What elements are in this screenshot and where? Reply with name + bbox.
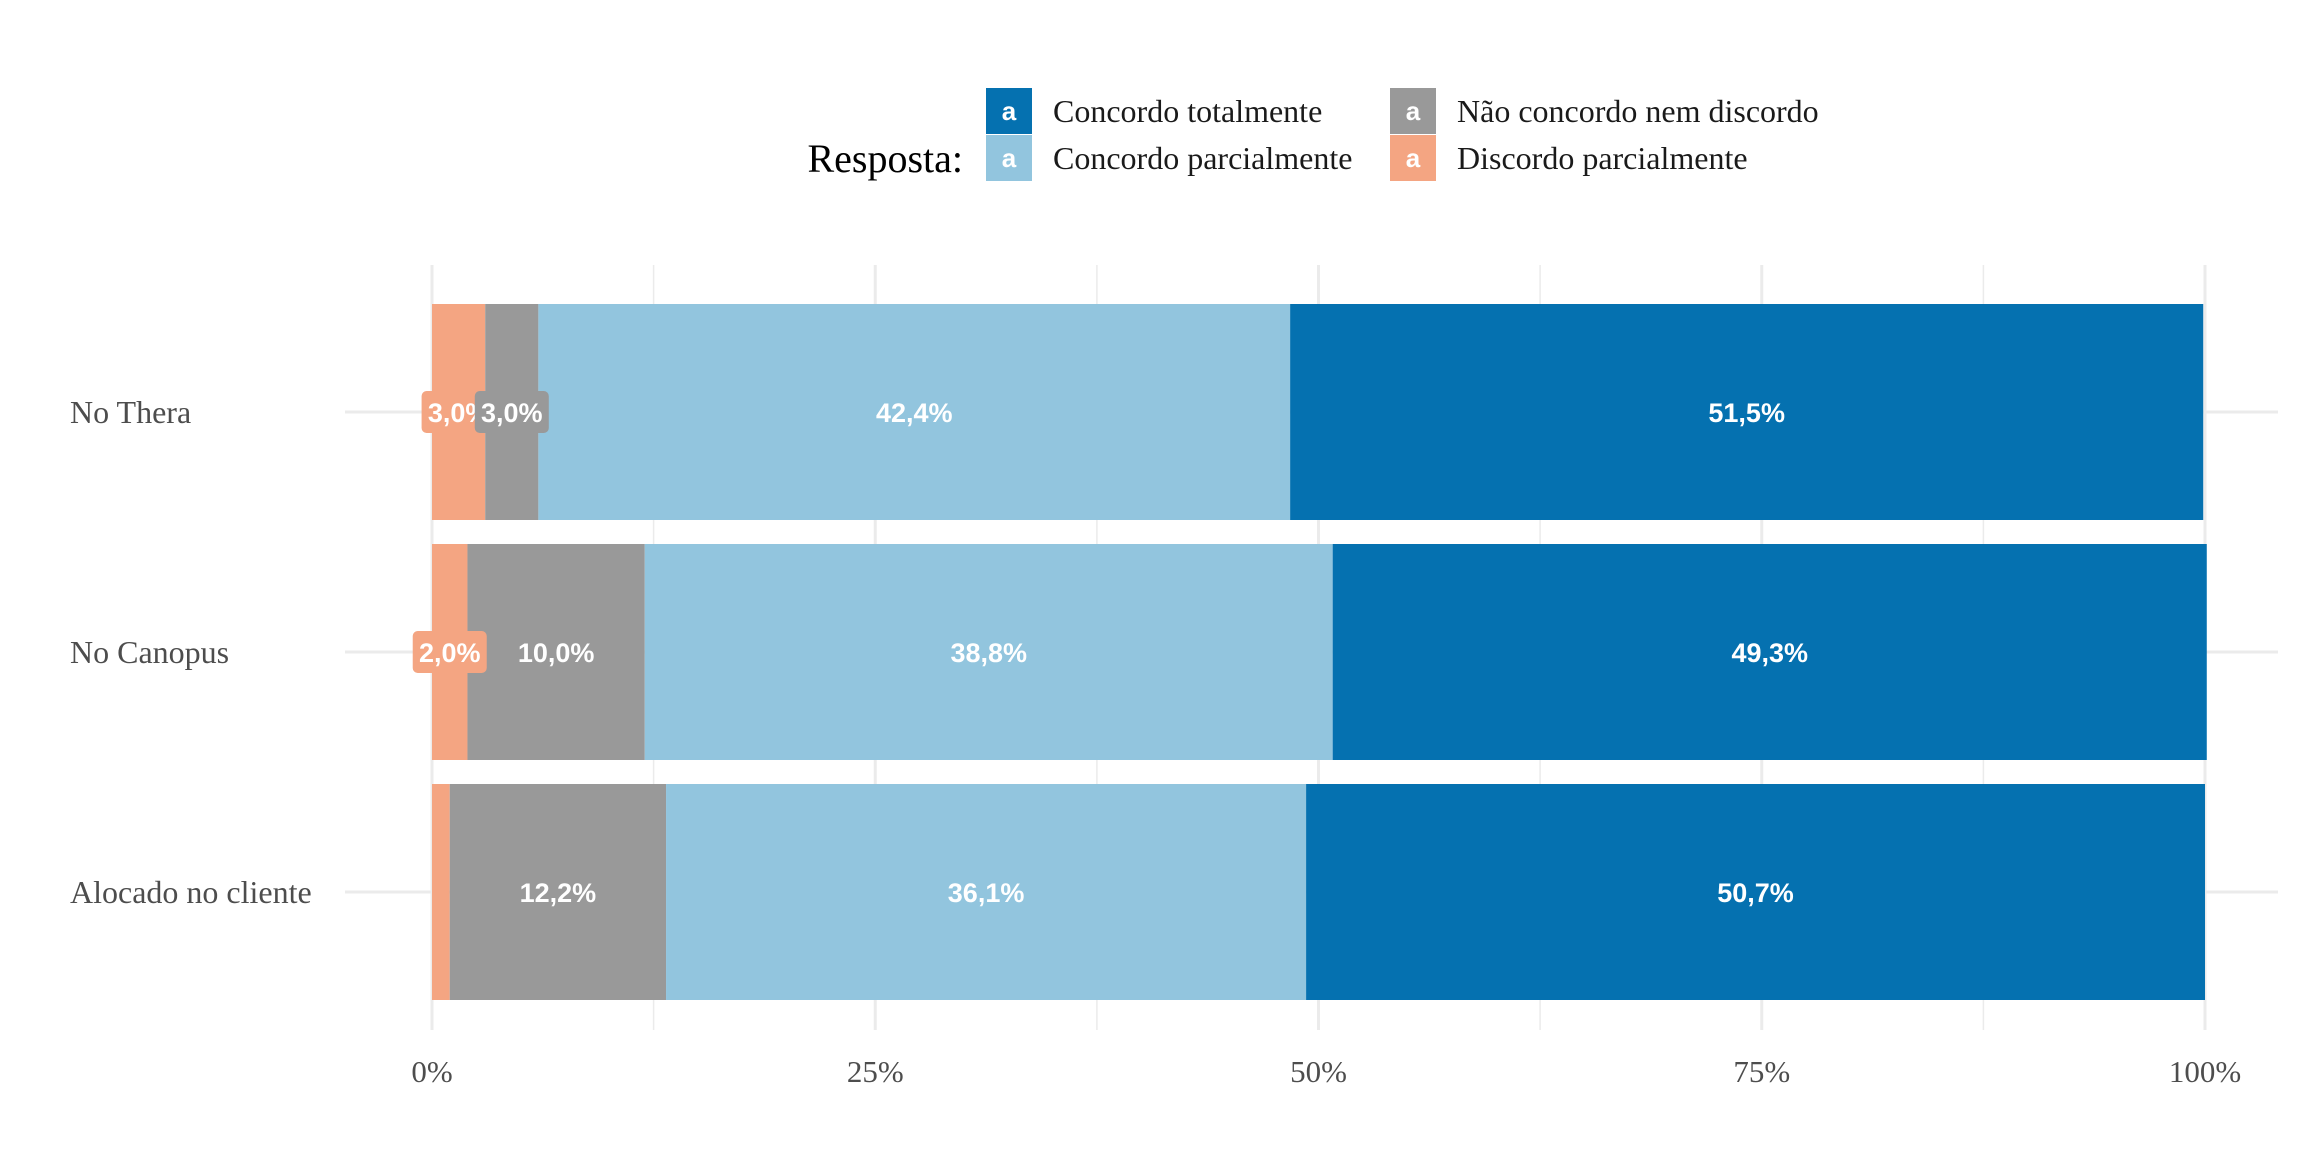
bar-label-box — [412, 631, 487, 673]
bar-segment — [538, 304, 1291, 520]
bar-label: 50,7% — [1717, 878, 1794, 908]
bar-label-box — [474, 391, 549, 433]
bar-segment — [432, 784, 450, 1000]
bar-labels: 3,0%3,0% 42,4% 51,5%2,0% 10,0% 38,8% 49,3%12,… — [412, 391, 1808, 908]
bar-label: 10,0% — [518, 638, 595, 668]
bar-segment — [1332, 544, 2207, 760]
bar-segment — [644, 544, 1333, 760]
bar-segment — [449, 784, 667, 1000]
bar-segment — [467, 544, 645, 760]
y-tick-label: No Thera — [70, 394, 191, 430]
legend-key — [986, 135, 1032, 181]
bar-label: 49,3% — [1731, 638, 1808, 668]
bar-label: 2,0% — [419, 638, 481, 668]
legend-key-letter: a — [1002, 96, 1017, 126]
bar-label: 12,2% — [520, 878, 597, 908]
bar-label: 42,4% — [876, 398, 953, 428]
x-tick-label: 0% — [411, 1054, 452, 1089]
bar-segment — [666, 784, 1307, 1000]
x-tick-label: 100% — [2169, 1054, 2241, 1089]
bar-segment — [1306, 784, 2205, 1000]
y-tick-label: No Canopus — [70, 634, 229, 670]
legend: Resposta: a Concordo totalmente a Concordo … — [807, 88, 1819, 181]
bar-label: 38,8% — [950, 638, 1027, 668]
legend-entry: Discordo parcialmente — [1457, 140, 1748, 176]
legend-entry: Não concordo nem discordo — [1457, 93, 1819, 129]
bar-segment — [1290, 304, 2204, 520]
bars — [432, 304, 2207, 1000]
bar-label: 36,1% — [948, 878, 1025, 908]
legend-title: Resposta: — [807, 136, 963, 181]
x-tick-label: 75% — [1733, 1054, 1790, 1089]
legend-key — [1390, 135, 1436, 181]
bar-label: 3,0% — [481, 398, 543, 428]
legend-key-letter: a — [1406, 96, 1421, 126]
legend-entry: Concordo totalmente — [1053, 93, 1322, 129]
x-tick-label: 25% — [847, 1054, 904, 1089]
legend-key — [986, 88, 1032, 134]
x-axis: 0% 25% 50% 75% 100% — [411, 1054, 2241, 1089]
x-tick-label: 50% — [1290, 1054, 1347, 1089]
legend-entry: Concordo parcialmente — [1053, 140, 1352, 176]
y-tick-label: Alocado no cliente — [70, 874, 312, 910]
y-axis: No Thera No Canopus Alocado no cliente — [70, 394, 312, 910]
legend-key-letter: a — [1002, 143, 1017, 173]
legend-key-letter: a — [1406, 143, 1421, 173]
bar-label: 51,5% — [1708, 398, 1785, 428]
legend-key — [1390, 88, 1436, 134]
